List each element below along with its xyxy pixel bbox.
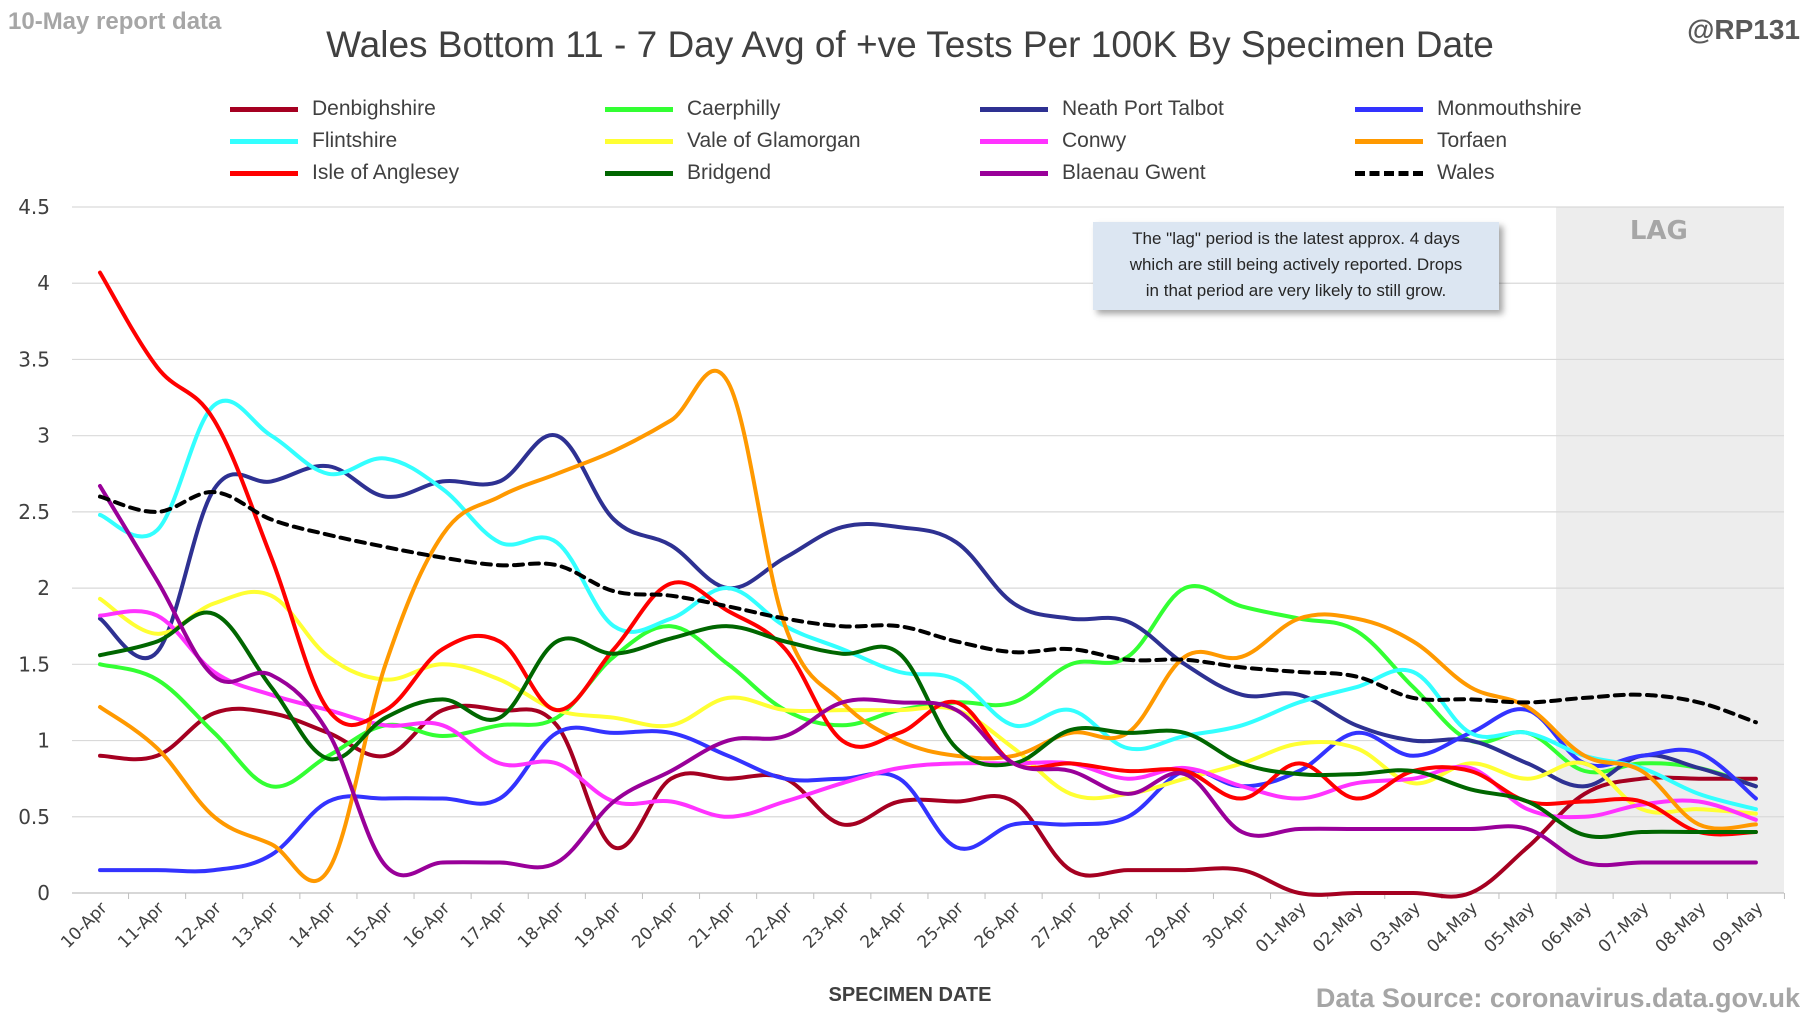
x-tick-label: 14-Apr [286, 898, 340, 952]
x-tick-label: 08-May [1652, 898, 1711, 957]
y-tick-label: 4.5 [18, 195, 50, 219]
x-tick-label: 04-May [1423, 898, 1482, 957]
legend-label: Blaenau Gwent [1062, 161, 1206, 184]
x-tick-label: 18-Apr [514, 898, 568, 952]
x-tick-label: 02-May [1309, 898, 1368, 957]
x-tick-label: 17-Apr [457, 898, 511, 952]
series-line-vale-of-glamorgan [98, 589, 1758, 816]
legend-label: Denbighshire [312, 97, 436, 120]
y-tick-label: 0.5 [18, 805, 50, 829]
x-tick-label: 21-Apr [685, 898, 739, 952]
x-tick-label: 05-May [1480, 898, 1539, 957]
legend-swatch [1355, 170, 1423, 176]
x-tick-label: 25-Apr [914, 898, 968, 952]
legend-item: Torfaen [1355, 127, 1507, 155]
legend-swatch [605, 138, 673, 144]
data-source: Data Source: coronavirus.data.gov.uk [1315, 983, 1800, 1013]
legend-label: Wales [1437, 161, 1495, 184]
series-line-bridgend [98, 610, 1758, 840]
legend-label: Flintshire [312, 129, 398, 152]
x-tick-label: 03-May [1366, 898, 1425, 957]
series-line-wales [98, 490, 1758, 725]
author-handle: @RP131 [1687, 14, 1800, 45]
legend-label: Neath Port Talbot [1062, 97, 1224, 120]
series-line-flintshire [98, 398, 1758, 812]
x-tick-label: 12-Apr [171, 898, 225, 952]
series-line-denbighshire [98, 703, 1758, 899]
legend-item: Wales [1355, 159, 1495, 187]
legend-item: Caerphilly [605, 95, 780, 123]
legend-swatch [605, 170, 673, 176]
report-date-label: 10-May report data [8, 8, 222, 35]
y-tick-label: 3.5 [18, 347, 50, 371]
y-tick-label: 0 [37, 881, 50, 905]
lag-annotation-line: The "lag" period is the latest approx. 4… [1132, 229, 1460, 248]
legend-swatch [980, 170, 1048, 176]
x-tick-label: 26-Apr [971, 898, 1025, 952]
legend-label: Vale of Glamorgan [687, 129, 861, 152]
x-tick-label: 15-Apr [343, 898, 397, 952]
x-tick-label: 10-Apr [57, 898, 111, 952]
x-axis-title: SPECIMEN DATE [828, 984, 992, 1006]
x-tick-label: 19-Apr [571, 898, 625, 952]
legend-item: Blaenau Gwent [980, 159, 1206, 187]
x-tick-label: 11-Apr [114, 898, 168, 952]
x-tick-label: 06-May [1538, 898, 1597, 957]
legend-item: Isle of Anglesey [230, 159, 459, 187]
legend-swatch [230, 138, 298, 144]
x-tick-label: 24-Apr [857, 898, 911, 952]
series-line-monmouthshire [98, 707, 1758, 874]
lag-annotation: The "lag" period is the latest approx. 4… [1093, 222, 1499, 310]
legend-swatch [980, 106, 1048, 112]
series-line-neath-port-talbot [98, 433, 1758, 789]
legend-swatch [605, 106, 673, 112]
legend-swatch [1355, 106, 1423, 112]
x-tick-label: 29-Apr [1142, 898, 1196, 952]
legend-item: Flintshire [230, 127, 397, 155]
lag-label: LAG [1630, 216, 1688, 246]
legend-item: Bridgend [605, 159, 771, 187]
legend-swatch [230, 106, 298, 112]
y-tick-label: 2 [37, 576, 50, 600]
x-tick-label: 22-Apr [742, 898, 796, 952]
y-tick-label: 4 [37, 271, 50, 295]
legend-label: Bridgend [687, 161, 772, 184]
y-tick-label: 1 [37, 729, 50, 753]
legend-label: Monmouthshire [1437, 97, 1582, 120]
legend-label: Caerphilly [687, 97, 781, 120]
lag-annotation-line: in that period are very likely to still … [1145, 281, 1447, 300]
x-tick-label: 30-Apr [1199, 898, 1253, 952]
x-tick-label: 20-Apr [628, 898, 682, 952]
series-line-blaenau-gwent [98, 484, 1758, 878]
legend-label: Isle of Anglesey [312, 161, 460, 184]
chart-title: Wales Bottom 11 - 7 Day Avg of +ve Tests… [326, 24, 1494, 65]
series-line-isle-of-anglesey [98, 270, 1758, 837]
legend-item: Conwy [980, 127, 1126, 155]
x-tick-label: 23-Apr [800, 898, 854, 952]
x-tick-label: 01-May [1252, 898, 1311, 957]
series-line-torfaen [98, 368, 1758, 883]
legend-swatch [1355, 138, 1423, 144]
y-tick-label: 1.5 [18, 652, 50, 676]
x-tick-label: 09-May [1709, 898, 1768, 957]
legend-swatch [230, 170, 298, 176]
x-tick-label: 07-May [1595, 898, 1654, 957]
legend-item: Vale of Glamorgan [605, 127, 861, 155]
legend-item: Neath Port Talbot [980, 95, 1224, 123]
series-line-conwy [98, 609, 1758, 822]
x-tick-label: 27-Apr [1028, 898, 1082, 952]
legend-label: Conwy [1062, 129, 1127, 152]
legend-item: Denbighshire [230, 95, 436, 123]
x-tick-label: 13-Apr [229, 898, 283, 952]
y-tick-label: 2.5 [18, 500, 50, 524]
x-tick-label: 28-Apr [1085, 898, 1139, 952]
legend-label: Torfaen [1437, 129, 1508, 152]
legend-item: Monmouthshire [1355, 95, 1582, 123]
x-tick-label: 16-Apr [400, 898, 454, 952]
y-tick-label: 3 [37, 424, 50, 448]
legend-swatch [980, 138, 1048, 144]
lag-annotation-line: which are still being actively reported.… [1129, 255, 1463, 274]
